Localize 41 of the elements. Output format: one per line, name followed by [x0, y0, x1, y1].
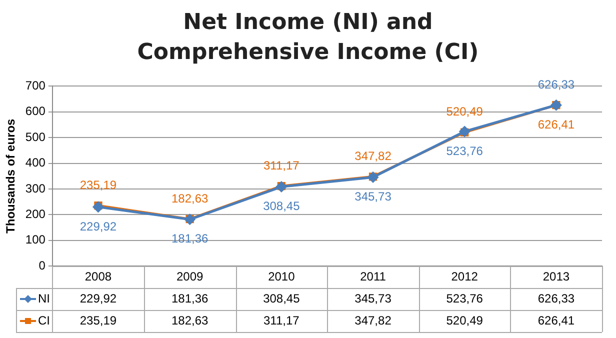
y-tick-label: 300	[25, 181, 46, 196]
y-tick-label: 600	[25, 104, 46, 118]
y-tick-label: 500	[25, 130, 46, 144]
y-tick-label: 400	[25, 156, 46, 170]
text: 182,63	[171, 191, 208, 206]
point	[92, 202, 104, 212]
x-tick-label: 2010	[268, 269, 296, 284]
y-tick-label: 100	[25, 232, 46, 247]
data-label: 626,41	[538, 313, 575, 328]
data-label: 308,45	[263, 291, 300, 306]
text: 308,45	[263, 199, 300, 214]
data-label: 347,82	[354, 313, 392, 328]
data-label: 626,33	[538, 291, 575, 306]
data-label: 235,19	[80, 313, 117, 328]
text: 229,92	[80, 219, 117, 234]
x-tick-label: 2013	[542, 269, 570, 284]
text: 235,19	[80, 178, 117, 192]
x-tick-label: 2011	[360, 269, 386, 284]
x-tick-label: 2012	[451, 269, 478, 284]
data-label: 311,17	[264, 313, 300, 328]
y-tick-label: 700	[25, 78, 46, 93]
chart-title: Net Income (NI) and Comprehensive Income (CI)	[136, 9, 480, 67]
y-axis-title: Thousands of euros	[4, 118, 18, 234]
text: 520,49	[446, 104, 483, 119]
data-label: 182,63	[171, 313, 208, 328]
data-label: 181,36	[171, 291, 208, 306]
legend-label: CI	[38, 313, 50, 328]
x-tick-label: 2009	[176, 269, 204, 284]
y-tick-label: 200	[25, 206, 46, 221]
y-tick-label: 0	[38, 258, 46, 272]
text: 523,76	[446, 144, 483, 158]
text: 311,17	[264, 158, 300, 172]
data-label: 229,92	[80, 291, 117, 306]
data-label: 520,49	[446, 313, 484, 328]
text: 626,41	[538, 117, 575, 132]
text: 345,73	[354, 190, 392, 204]
data-label: 345,73	[354, 291, 392, 306]
legend-label: NI	[38, 291, 50, 306]
x-tick-label: 2008	[84, 269, 112, 284]
text: 347,82	[354, 148, 392, 163]
data-label: 523,76	[446, 291, 484, 306]
